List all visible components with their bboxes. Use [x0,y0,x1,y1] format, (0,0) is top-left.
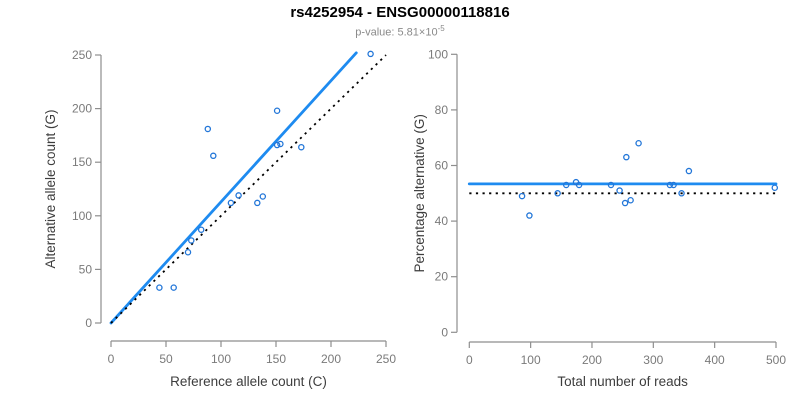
y-axis-title: Percentage alternative (G) [412,114,427,272]
x-tick-label: 300 [643,353,663,367]
x-tick-label: 150 [266,352,286,366]
data-point [254,199,261,207]
y-tick-label: 80 [435,103,449,117]
y-tick-label: 100 [72,209,92,223]
x-tick-label: 0 [466,353,473,367]
y-tick-label: 0 [441,325,448,339]
x-axis-title: Total number of reads [557,374,688,389]
data-point [678,190,685,197]
x-tick-label: 400 [705,353,725,367]
y-tick-label: 200 [72,102,92,116]
x-tick-label: 500 [766,353,786,367]
x-tick-label: 0 [108,352,115,366]
subtitle-pvalue: p-value: 5.81×10-5 [0,24,800,39]
data-point [170,284,177,291]
data-point [367,50,374,58]
data-point [575,181,583,189]
data-point [616,187,623,194]
data-point [235,192,242,199]
y-tick-label: 40 [435,214,449,228]
data-point [204,125,212,133]
y-tick-label: 60 [435,159,449,173]
x-tick-label: 200 [321,352,341,366]
identity-line [110,54,387,324]
x-tick-label: 200 [582,353,602,367]
y-tick-label: 0 [85,316,92,330]
data-point [156,284,163,291]
data-point [670,181,677,189]
x-tick-label: 50 [159,352,173,366]
data-point [184,248,192,256]
y-axis-title: Alternative allele count (G) [43,109,58,268]
y-tick-label: 250 [72,48,92,62]
pvalue-text: p-value: 5.81×10 [355,26,438,39]
data-point [298,143,305,151]
data-point [685,167,693,175]
y-tick-label: 150 [72,155,92,169]
data-point [273,107,281,114]
data-point [277,140,284,148]
data-point [518,192,526,200]
data-point [771,184,779,191]
data-point [210,152,217,160]
data-point [188,237,195,244]
y-tick-label: 20 [435,270,449,284]
y-tick-label: 100 [428,47,448,61]
data-point [627,196,634,204]
x-axis-title: Reference allele count (C) [170,374,327,389]
data-point [554,190,561,197]
fit-line [109,51,358,325]
data-point [607,181,615,189]
data-point [526,212,533,219]
page-title: rs4252954 - ENSG00000118816 [290,4,510,21]
data-point [621,199,629,207]
data-point [273,141,281,149]
data-point [562,181,570,189]
y-tick-label: 50 [79,262,93,276]
x-tick-label: 100 [211,352,231,366]
data-point [259,193,267,200]
data-point [635,140,642,147]
x-tick-label: 250 [376,352,396,366]
pvalue-exponent: -5 [437,24,445,33]
x-tick-label: 100 [521,353,541,367]
data-point [666,181,674,189]
data-point [197,226,205,233]
data-point [227,199,235,207]
data-point [623,153,630,161]
